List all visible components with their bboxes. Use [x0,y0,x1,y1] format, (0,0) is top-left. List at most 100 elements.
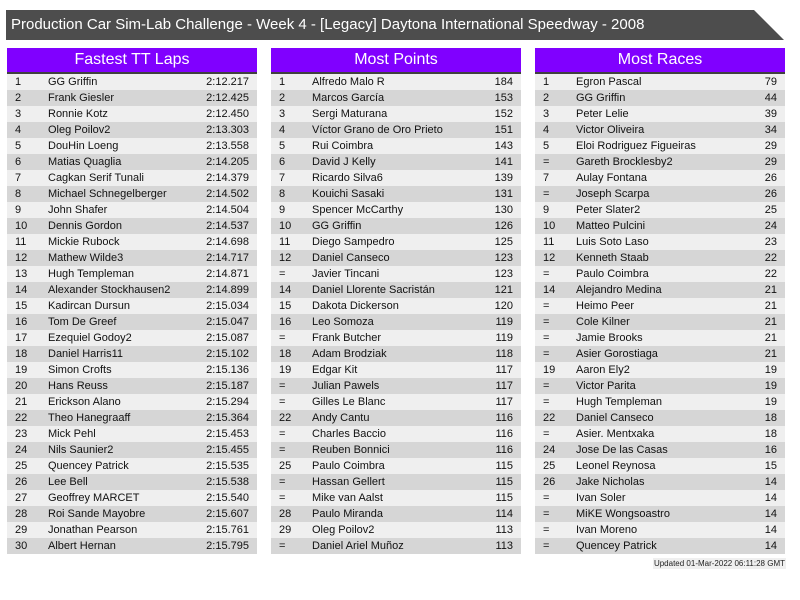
driver-name-cell: Rui Coimbra [312,140,374,152]
driver-name-cell: DouHin Loeng [48,140,119,152]
rank-cell: 7 [543,172,550,184]
driver-name-cell: Egron Pascal [576,76,642,88]
driver-name-cell: Alexander Stockhausen2 [48,284,171,296]
driver-name-cell: Jamie Brooks [576,332,643,344]
rank-cell: = [543,524,550,536]
driver-name-cell: Kadircan Dursun [48,300,130,312]
value-cell: 119 [495,332,513,344]
table-row: 24 Jose De las Casas 16 [535,442,785,458]
table-row: 28 Paulo Miranda 114 [271,506,521,522]
table-row: 12 Mathew Wilde3 2:14.717 [7,250,257,266]
table-row: 6 David J Kelly 141 [271,154,521,170]
rank-cell: 28 [15,508,28,520]
rank-cell: 8 [15,188,22,200]
value-cell: 2:15.540 [206,492,249,504]
table-row: = Mike van Aalst 115 [271,490,521,506]
value-cell: 39 [764,108,777,120]
value-cell: 117 [495,364,513,376]
driver-name-cell: Daniel Harris11 [48,348,123,360]
driver-name-cell: Dennis Gordon [48,220,122,232]
value-cell: 2:14.717 [206,252,249,264]
value-cell: 14 [764,508,777,520]
rank-cell: = [279,380,286,392]
page-title: Production Car Sim-Lab Challenge - Week … [11,16,645,33]
rank-cell: 7 [279,172,286,184]
rank-cell: 2 [543,92,550,104]
driver-name-cell: Quencey Patrick [48,460,129,472]
driver-name-cell: Paulo Miranda [312,508,383,520]
panel-most-points: Most Points 1 Alfredo Malo R 184 2 Marcos Ga… [271,48,521,554]
table-row: 19 Simon Crofts 2:15.136 [7,362,257,378]
table-row: 5 Eloi Rodriguez Figueiras 29 [535,138,785,154]
table-row: 22 Theo Hanegraaff 2:15.364 [7,410,257,426]
value-cell: 126 [494,220,513,232]
updated-timestamp: Updated 01-Mar-2022 06:11:28 GMT [652,558,786,569]
value-cell: 16 [764,444,777,456]
rank-cell: = [543,428,550,440]
rank-cell: = [543,300,550,312]
value-cell: 18 [764,428,777,440]
rank-cell: = [543,540,550,552]
rank-cell: = [279,428,286,440]
table-row: 25 Paulo Coimbra 115 [271,458,521,474]
driver-name-cell: Daniel Ariel Muñoz [312,540,404,552]
panel-header: Most Races [535,48,785,74]
rank-cell: 26 [543,476,556,488]
driver-name-cell: Roi Sande Mayobre [48,508,146,520]
driver-name-cell: Marcos García [312,92,385,104]
rank-cell: 19 [279,364,292,376]
driver-name-cell: John Shafer [48,204,108,216]
driver-name-cell: GG Griffin [48,76,98,88]
value-cell: 151 [494,124,513,136]
rank-cell: 4 [543,124,550,136]
value-cell: 113 [495,524,513,536]
value-cell: 21 [764,284,777,296]
rank-cell: 1 [15,76,22,88]
table-row: 29 Oleg Poilov2 113 [271,522,521,538]
rank-cell: 14 [279,284,292,296]
rank-cell: 30 [15,540,28,552]
table-row: 13 Hugh Templeman 2:14.871 [7,266,257,282]
rank-cell: = [279,540,286,552]
value-cell: 117 [495,396,513,408]
value-cell: 24 [764,220,777,232]
table-row: 27 Geoffrey MARCET 2:15.540 [7,490,257,506]
rank-cell: = [543,348,550,360]
table-row: 5 DouHin Loeng 2:13.558 [7,138,257,154]
value-cell: 117 [495,380,513,392]
leaderboard-rows: 1 Egron Pascal 79 2 GG Griffin 44 3 Peter Lelie… [535,74,785,554]
table-row: 30 Albert Hernan 2:15.795 [7,538,257,554]
table-row: 15 Dakota Dickerson 120 [271,298,521,314]
rank-cell: 17 [15,332,28,344]
driver-name-cell: Hugh Templeman [48,268,135,280]
value-cell: 2:13.303 [206,124,249,136]
table-row: = Javier Tincani 123 [271,266,521,282]
leaderboard-rows: 1 Alfredo Malo R 184 2 Marcos García 153 3 Serg… [271,74,521,554]
value-cell: 19 [764,396,777,408]
rank-cell: 9 [15,204,22,216]
driver-name-cell: Kouichi Sasaki [312,188,385,200]
table-row: 26 Jake Nicholas 14 [535,474,785,490]
table-row: 7 Aulay Fontana 26 [535,170,785,186]
driver-name-cell: Asier Gorostiaga [576,348,658,360]
table-row: 3 Ronnie Kotz 2:12.450 [7,106,257,122]
driver-name-cell: Jake Nicholas [576,476,645,488]
table-row: = Jamie Brooks 21 [535,330,785,346]
table-row: = Ivan Soler 14 [535,490,785,506]
table-row: 3 Sergi Maturana 152 [271,106,521,122]
driver-name-cell: Michael Schnegelberger [48,188,167,200]
driver-name-cell: Hassan Gellert [312,476,385,488]
table-row: 7 Ricardo Silva6 139 [271,170,521,186]
table-row: 24 Nils Saunier2 2:15.455 [7,442,257,458]
driver-name-cell: Andy Cantu [312,412,370,424]
driver-name-cell: Julian Pawels [312,380,380,392]
rank-cell: 22 [15,412,28,424]
value-cell: 2:14.205 [206,156,249,168]
table-row: 11 Diego Sampedro 125 [271,234,521,250]
rank-cell: = [279,476,286,488]
table-row: = Hugh Templeman 19 [535,394,785,410]
driver-name-cell: Tom De Greef [48,316,117,328]
driver-name-cell: Oleg Poilov2 [312,524,375,536]
driver-name-cell: Jonathan Pearson [48,524,138,536]
panel-header: Most Points [271,48,521,74]
